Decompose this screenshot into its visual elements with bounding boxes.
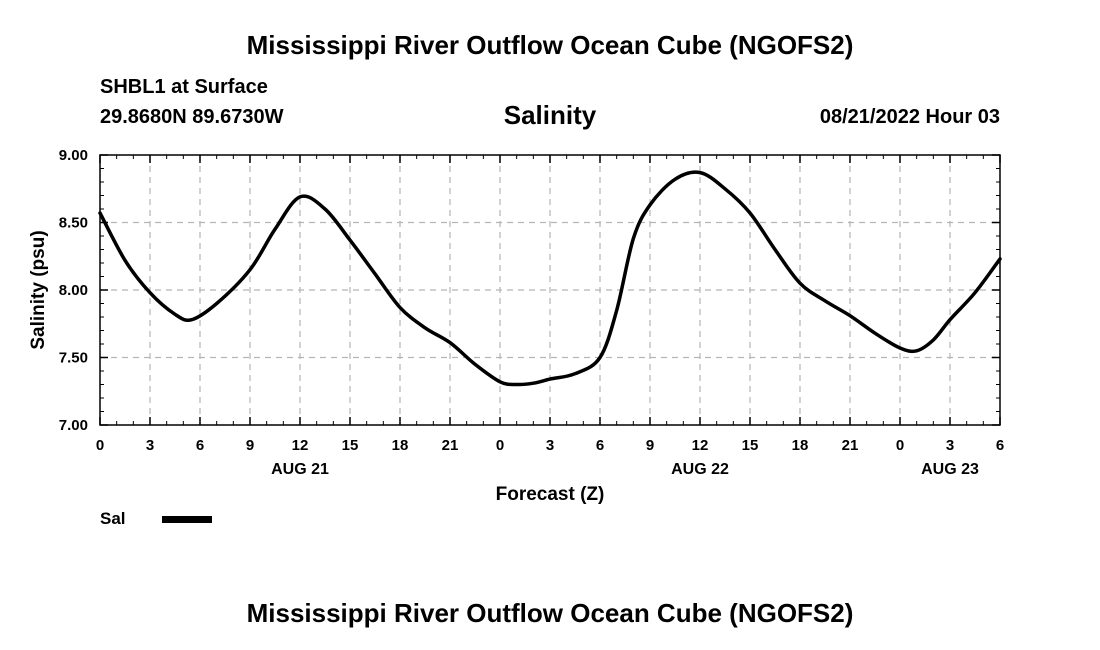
- x-date-label: AUG 23: [921, 461, 979, 478]
- x-tick-label: 6: [196, 437, 204, 454]
- x-tick-label: 12: [292, 437, 309, 454]
- station-coordinates: 29.8680N 89.6730W: [100, 106, 284, 128]
- x-tick-label: 6: [996, 437, 1004, 454]
- y-tick-label: 7.50: [59, 350, 88, 367]
- x-date-label: AUG 22: [671, 461, 729, 478]
- x-tick-label: 6: [596, 437, 604, 454]
- x-tick-label: 18: [392, 437, 409, 454]
- plot-frame: [99, 154, 1001, 426]
- x-tick-label: 9: [246, 437, 254, 454]
- x-tick-label: 15: [342, 437, 359, 454]
- footer-title: Mississippi River Outflow Ocean Cube (NG…: [246, 598, 854, 628]
- x-tick-label: 3: [146, 437, 154, 454]
- x-tick-label: 21: [842, 437, 859, 454]
- x-tick-label: 18: [792, 437, 809, 454]
- axis-labels: 0 3 6 9 12 15 18 21 0 3 6 9 12 15 18 21 0 3 6 7.00 7.50 8.00 8…: [59, 147, 1004, 478]
- x-tick-label: 0: [496, 437, 504, 454]
- x-tick-label: 9: [646, 437, 654, 454]
- variable-title: Salinity: [503, 100, 597, 130]
- forecast-datetime: 08/21/2022 Hour 03: [819, 106, 1000, 128]
- y-tick-label: 8.00: [59, 282, 88, 299]
- x-tick-label: 3: [946, 437, 954, 454]
- legend-line-swatch: [162, 516, 212, 523]
- x-tick-label: 3: [546, 437, 554, 454]
- y-tick-label: 9.00: [59, 147, 88, 164]
- station-label: SHBL1 at Surface: [100, 76, 268, 98]
- y-tick-label: 7.00: [59, 417, 88, 434]
- x-tick-label: 0: [896, 437, 904, 454]
- legend-label: Sal: [100, 509, 126, 528]
- x-tick-label: 15: [742, 437, 759, 454]
- grid: [100, 155, 1000, 425]
- y-tick-label: 8.50: [59, 215, 88, 232]
- series-line-sal: [98, 170, 1002, 387]
- x-tick-label: 21: [442, 437, 459, 454]
- x-tick-label: 0: [96, 437, 104, 454]
- chart-title: Mississippi River Outflow Ocean Cube (NG…: [246, 30, 854, 60]
- x-date-label: AUG 21: [271, 461, 329, 478]
- x-tick-label: 12: [692, 437, 709, 454]
- x-axis-title: Forecast (Z): [496, 484, 605, 505]
- y-axis-title: Salinity (psu): [28, 230, 49, 349]
